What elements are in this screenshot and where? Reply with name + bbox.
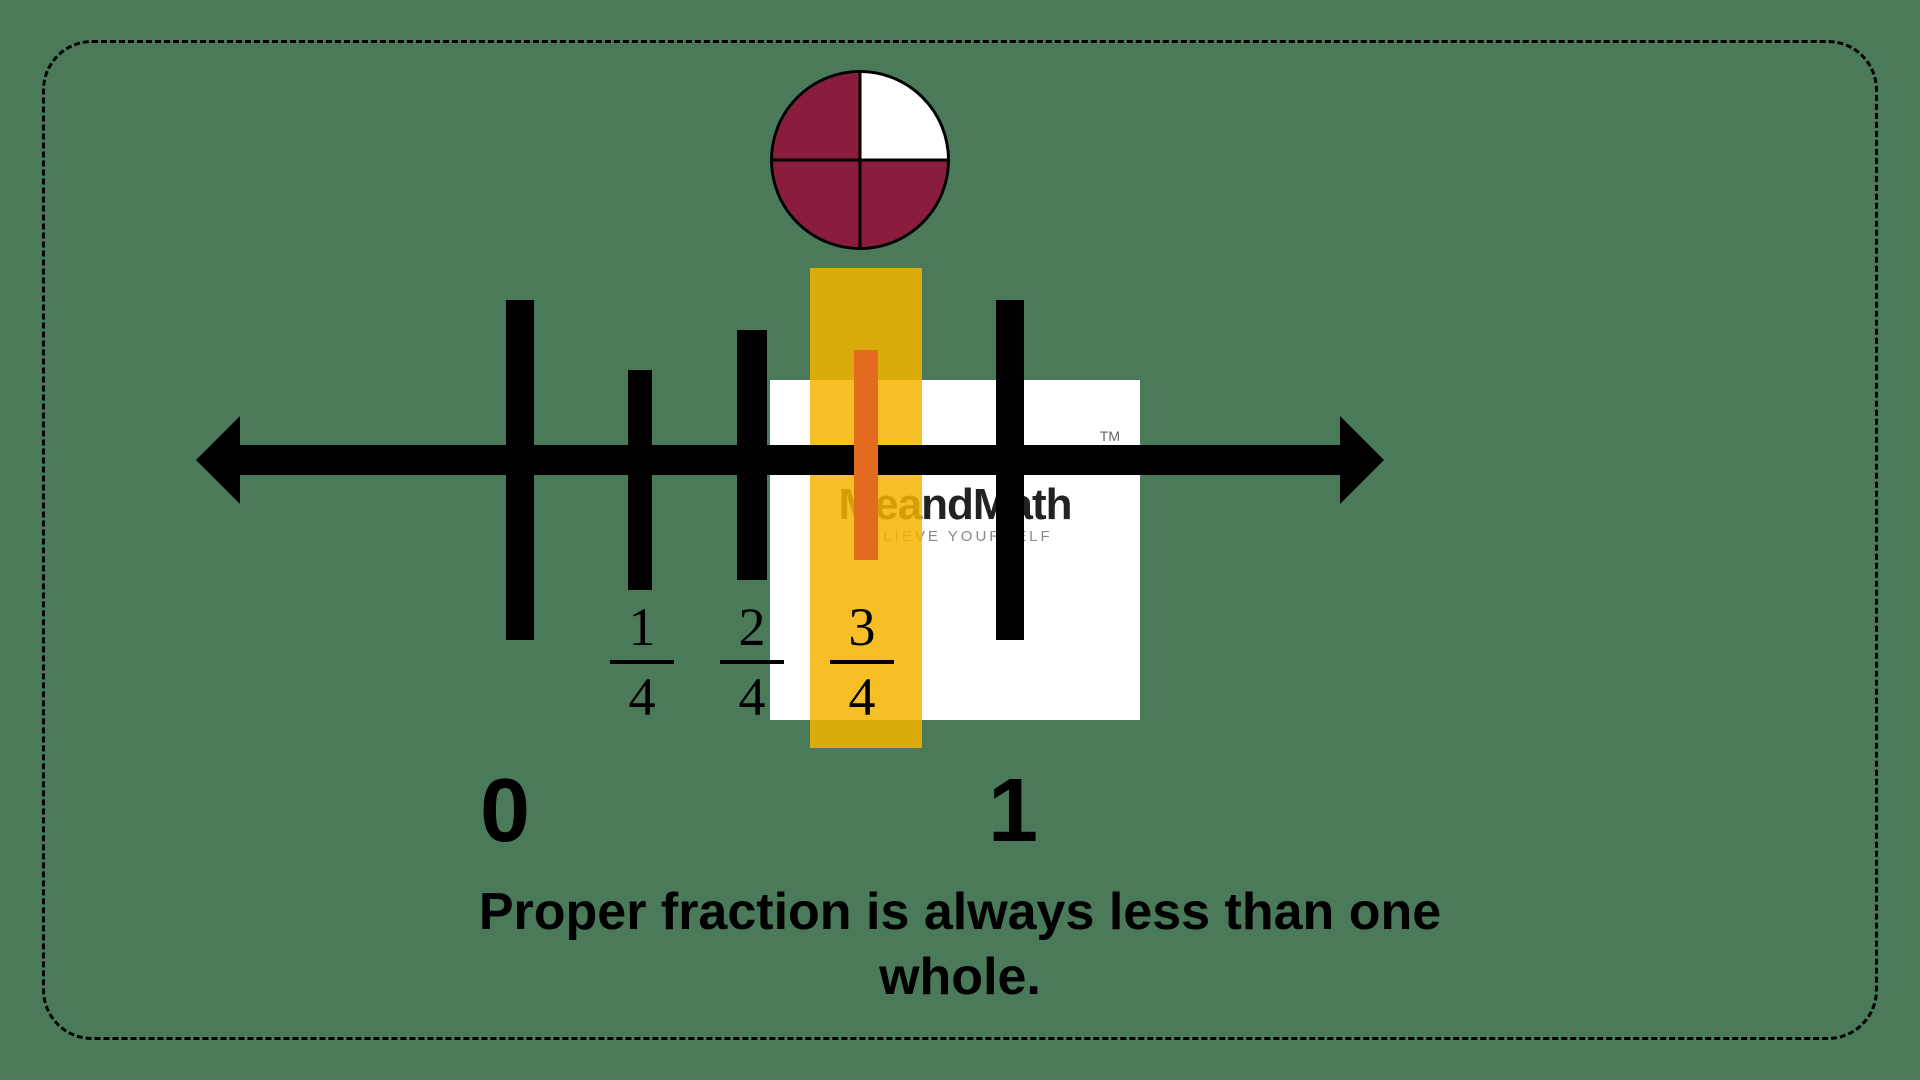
caption-text: Proper fraction is always less than one …	[0, 880, 1920, 1010]
label-zero: 0	[480, 760, 530, 863]
fraction-label-1-4: 1 4	[610, 600, 674, 724]
tick-1	[996, 300, 1024, 640]
label-one: 1	[988, 760, 1038, 863]
numberline-axis	[240, 445, 1340, 475]
arrow-right-icon	[1340, 416, 1384, 504]
tick-2-4	[737, 330, 767, 580]
pie-slice-bl	[773, 160, 860, 247]
pie-slice-tr	[860, 73, 947, 160]
pie-divider-v	[859, 73, 862, 247]
fraction-bar	[610, 660, 674, 664]
fraction-pie	[770, 70, 950, 250]
highlight-bar	[854, 350, 878, 560]
fraction-bar	[720, 660, 784, 664]
tick-0	[506, 300, 534, 640]
tick-1-4	[628, 370, 652, 590]
pie-slice-tl	[773, 73, 860, 160]
arrow-left-icon	[196, 416, 240, 504]
fraction-label-3-4: 3 4	[830, 600, 894, 724]
pie-slice-br	[860, 160, 947, 247]
fraction-label-2-4: 2 4	[720, 600, 784, 724]
fraction-bar	[830, 660, 894, 664]
logo-tm: TM	[1100, 428, 1120, 444]
